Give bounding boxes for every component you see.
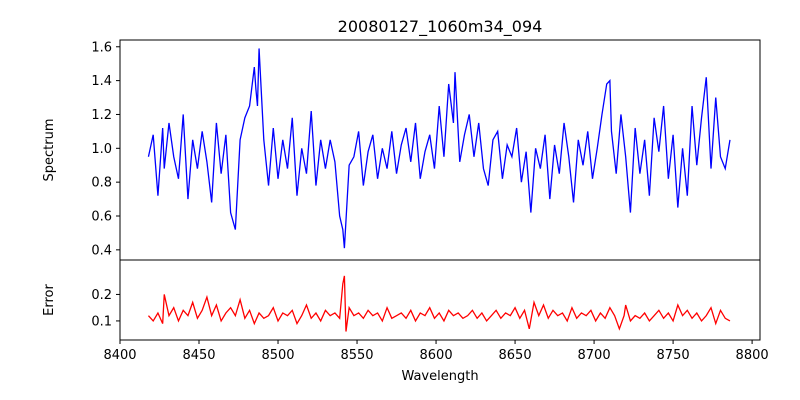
x-tick-label: 8750 <box>657 348 690 363</box>
spectrum-y-tick-label: 1.0 <box>91 142 112 157</box>
spectrum-y-tick-label: 0.4 <box>91 243 112 258</box>
spectrum-panel: 0.4 0.6 0.8 1.0 1.2 1.4 1.6 Spectrum <box>42 39 761 261</box>
spectrum-y-tick-label: 0.8 <box>91 176 112 191</box>
spectrum-y-tick-label: 1.6 <box>91 40 112 55</box>
error-panel: 0.10.2 8400 8450 8500 8550 8600 8650 8700 8750 8… <box>42 259 769 384</box>
x-tick-label: 8550 <box>340 348 373 363</box>
error-y-axis-label: Error <box>42 284 57 316</box>
chart-title: 20080127_1060m34_094 <box>338 17 543 37</box>
x-tick-label: 8400 <box>103 348 136 363</box>
spectrum-y-axis-label: Spectrum <box>42 119 57 182</box>
error-y-tick-label: 0.1 <box>91 314 112 329</box>
error-y-axis: 0.1 0.2 <box>91 288 120 329</box>
x-tick-label: 8500 <box>261 348 294 363</box>
spectrum-y-tick-label: 0.6 <box>91 210 112 225</box>
spectrum-y-tick-label: 1.2 <box>91 108 112 123</box>
error-y-tick-label: 0.2 <box>91 288 112 303</box>
x-tick-label: 8450 <box>182 348 215 363</box>
x-tick-label: 8650 <box>499 348 532 363</box>
x-tick-label: 8600 <box>420 348 453 363</box>
x-tick-label: 8800 <box>736 348 769 363</box>
x-axis: 8400 8450 8500 8550 8600 8650 8700 8750 8800 <box>103 340 769 363</box>
spectrum-y-tick-label: 1.4 <box>91 74 112 89</box>
x-tick-label: 8700 <box>578 348 611 363</box>
error-series-line <box>147 275 731 332</box>
spectrum-y-axis: 0.4 0.6 0.8 1.0 1.2 1.4 1.6 <box>91 40 120 258</box>
x-axis-label: Wavelength <box>401 369 478 384</box>
spectrum-series-line <box>147 48 731 249</box>
error-plot-frame <box>119 259 761 341</box>
